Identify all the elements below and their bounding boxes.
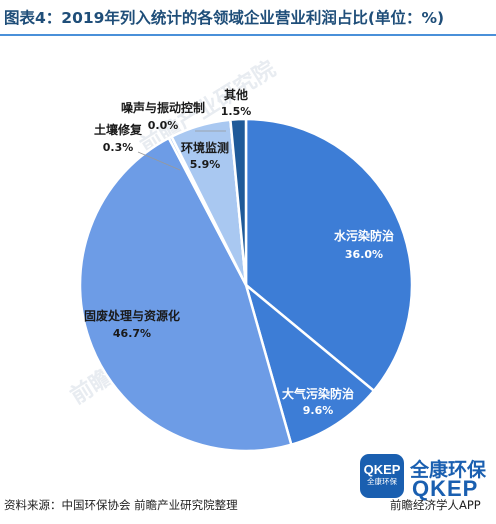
slice-value-label: 9.6% bbox=[303, 404, 334, 417]
slice-label: 环境监测 bbox=[181, 140, 229, 155]
pie-slice bbox=[78, 136, 293, 453]
brand-logo-subtext: 全康环保 bbox=[367, 477, 397, 486]
pie-slice bbox=[243, 281, 376, 447]
slice-label: 其他 bbox=[224, 87, 248, 102]
chart-title: 图表4：2019年列入统计的各领域企业营业利润占比(单位：%) bbox=[4, 9, 445, 27]
pie-slice bbox=[244, 117, 414, 393]
title-divider bbox=[0, 34, 496, 36]
leader-line bbox=[137, 151, 181, 171]
brand-logo: QKEP 全康环保 bbox=[360, 454, 404, 498]
brand-name-cn: 全康环保 bbox=[410, 459, 487, 481]
brand-name-en: QKEP bbox=[412, 476, 479, 501]
slice-value-label: 46.7% bbox=[113, 327, 151, 340]
slice-value-label: 1.5% bbox=[221, 105, 252, 118]
slice-value-label: 5.9% bbox=[190, 158, 221, 171]
slice-value-label: 0.3% bbox=[103, 141, 134, 154]
slice-label: 水污染防治 bbox=[334, 228, 394, 243]
slice-label: 噪声与振动控制 bbox=[121, 100, 205, 115]
source-note: 资料来源：中国环保协会 前瞻产业研究院整理 bbox=[4, 498, 238, 512]
source-app: 前瞻经济学人APP bbox=[390, 498, 481, 512]
brand-logo-text: QKEP bbox=[363, 462, 401, 477]
slice-label: 土壤修复 bbox=[94, 122, 143, 137]
slice-value-label: 0.0% bbox=[148, 119, 179, 132]
slice-label: 大气污染防治 bbox=[282, 386, 354, 401]
slice-value-label: 36.0% bbox=[345, 248, 383, 261]
pie-slice bbox=[229, 117, 248, 286]
slice-label: 固废处理与资源化 bbox=[84, 308, 180, 323]
